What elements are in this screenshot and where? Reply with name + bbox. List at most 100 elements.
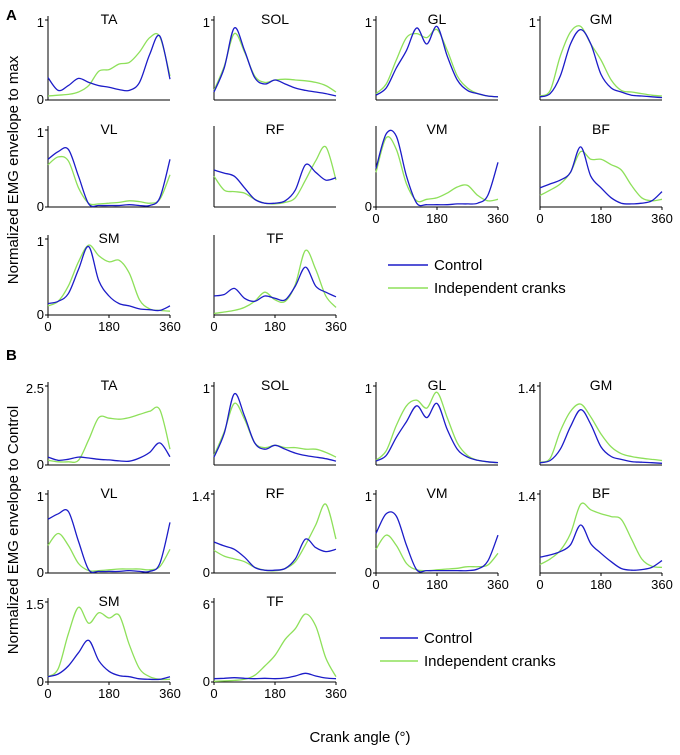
series-control-pa-rf — [213, 163, 337, 205]
x-tick-pa-bf-360: 360 — [651, 211, 673, 226]
x-tick-pb-sm-360: 360 — [159, 686, 181, 701]
x-tick-pb-tf-0: 0 — [210, 686, 217, 701]
subplot-pa-rf: RF — [213, 121, 337, 208]
x-tick-pa-vm-360: 360 — [487, 211, 509, 226]
x-tick-pa-vm-180: 180 — [426, 211, 448, 226]
y-tick-pb-tf-0: 0 — [203, 674, 210, 689]
subplot-pb-sm: SM 0 1.5 0 180 360 — [26, 593, 181, 701]
subplot-pa-vl: VL 0 1 — [37, 121, 171, 214]
legend-a-independent-label: Independent cranks — [434, 280, 566, 297]
series-control-pb-rf — [213, 538, 337, 572]
subplot-pa-gl: GL 1 — [365, 11, 499, 101]
subplot-pa-gm: GM 1 — [529, 11, 663, 101]
legend-b-control-label: Control — [424, 630, 472, 647]
subplot-pb-vl: VL 0 1 — [37, 485, 171, 580]
y-tick-pb-gm-1.4: 1.4 — [518, 381, 536, 396]
x-tick-pa-tf-360: 360 — [325, 319, 347, 334]
subplot-title-pa-bf: BF — [592, 121, 610, 137]
x-tick-pa-sm-360: 360 — [159, 319, 181, 334]
series-control-pa-sol — [213, 27, 337, 97]
x-tick-pb-bf-0: 0 — [536, 577, 543, 592]
subplot-title-pa-rf: RF — [266, 121, 285, 137]
x-tick-pb-tf-360: 360 — [325, 686, 347, 701]
subplot-pa-tf: TF 0 180 360 — [210, 230, 346, 334]
y-tick-pb-vm-1: 1 — [365, 489, 372, 504]
y-tick-pa-vm-0: 0 — [365, 199, 372, 214]
series-independent-pb-rf — [213, 503, 337, 572]
series-independent-pa-sm — [47, 244, 171, 312]
y-tick-pa-sol-1: 1 — [203, 15, 210, 30]
series-control-pb-vl — [47, 508, 171, 574]
series-independent-pa-rf — [213, 145, 337, 205]
series-control-pb-bf — [539, 524, 663, 571]
y-tick-pa-gm-1: 1 — [529, 15, 536, 30]
x-tick-pa-vm-0: 0 — [372, 211, 379, 226]
subplot-pa-ta: TA 0 1 — [37, 11, 171, 107]
legend-a: Control Independent cranks — [388, 257, 566, 297]
subplot-title-pa-vl: VL — [100, 121, 117, 137]
subplot-title-pa-sm: SM — [99, 230, 120, 246]
subplot-pb-gm: GM 1.4 — [518, 377, 663, 466]
x-tick-pa-bf-180: 180 — [590, 211, 612, 226]
legend-b-independent-label: Independent cranks — [424, 653, 556, 670]
x-tick-pb-tf-180: 180 — [264, 686, 286, 701]
subplot-pa-sol: SOL 1 — [203, 11, 337, 101]
y-tick-pb-vl-1: 1 — [37, 489, 44, 504]
series-control-pb-sol — [213, 393, 337, 462]
x-tick-pb-bf-180: 180 — [590, 577, 612, 592]
series-independent-pb-sm — [47, 606, 171, 681]
series-control-pa-vl — [47, 146, 171, 208]
x-tick-pb-vm-360: 360 — [487, 577, 509, 592]
legend-b: Control Independent cranks — [380, 630, 556, 670]
y-tick-pb-sm-1.5: 1.5 — [26, 597, 44, 612]
y-axis-label-a: Normalized EMG envelope to max — [5, 55, 22, 284]
subplot-title-pb-sol: SOL — [261, 377, 289, 393]
series-control-pb-tf — [213, 672, 337, 680]
y-tick-pa-sm-1: 1 — [37, 234, 44, 249]
subplot-title-pb-ta: TA — [101, 377, 119, 393]
subplot-title-pa-tf: TF — [266, 230, 283, 246]
subplot-title-pa-sol: SOL — [261, 11, 289, 27]
subplot-pa-vm: VM 00 180 360 — [365, 121, 509, 226]
series-independent-pb-sol — [213, 402, 337, 458]
subplot-title-pa-gm: GM — [590, 11, 613, 27]
series-independent-pb-ta — [47, 406, 171, 463]
x-tick-pa-tf-180: 180 — [264, 319, 286, 334]
x-tick-pa-sm-0: 0 — [44, 319, 51, 334]
series-control-pb-gm — [539, 409, 663, 464]
series-control-pa-gl — [375, 25, 499, 98]
subplot-title-pa-ta: TA — [101, 11, 119, 27]
series-independent-pb-bf — [539, 502, 663, 569]
x-axis-label: Crank angle (°) — [309, 729, 410, 746]
series-control-pb-vm — [375, 511, 499, 573]
series-independent-pb-tf — [213, 613, 337, 682]
y-tick-pb-vl-0: 0 — [37, 565, 44, 580]
subplot-title-pb-tf: TF — [266, 593, 283, 609]
x-tick-pb-sm-180: 180 — [98, 686, 120, 701]
y-tick-pa-sm-0: 0 — [37, 307, 44, 322]
series-independent-pa-tf — [213, 249, 337, 315]
subplot-title-pa-gl: GL — [428, 11, 447, 27]
series-independent-pb-vl — [47, 532, 171, 572]
subplot-pb-gl: GL 1 — [365, 377, 499, 466]
series-control-pa-vm — [375, 129, 499, 207]
x-tick-pb-bf-360: 360 — [651, 577, 673, 592]
y-tick-pa-vl-0: 0 — [37, 199, 44, 214]
y-tick-pb-rf-0: 0 — [203, 565, 210, 580]
series-independent-pa-vl — [47, 155, 171, 206]
subplot-title-pb-vl: VL — [100, 485, 117, 501]
x-tick-pb-sm-0: 0 — [44, 686, 51, 701]
y-tick-pa-gl-1: 1 — [365, 15, 372, 30]
series-control-pa-tf — [213, 266, 337, 303]
y-tick-pa-ta-0: 0 — [37, 92, 44, 107]
legend-a-control-label: Control — [434, 257, 482, 274]
series-independent-pa-ta — [47, 32, 171, 97]
series-control-pa-sm — [47, 245, 171, 312]
series-control-pa-gm — [539, 28, 663, 99]
y-tick-pa-vl-1: 1 — [37, 125, 44, 140]
panel-a-label: A — [6, 7, 17, 24]
subplot-pb-rf: RF 0 1.4 — [192, 485, 337, 580]
x-tick-pa-tf-0: 0 — [210, 319, 217, 334]
series-control-pa-ta — [47, 34, 171, 92]
